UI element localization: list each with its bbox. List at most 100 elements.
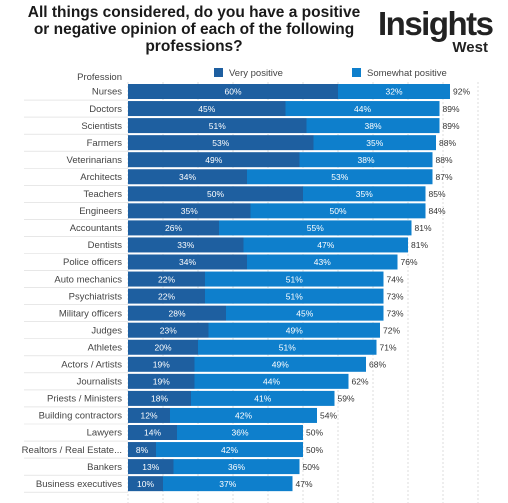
- total-label: 71%: [380, 342, 397, 352]
- total-label: 81%: [411, 240, 428, 250]
- bar-very-positive: [128, 135, 314, 151]
- category-label: Police officers: [63, 257, 122, 268]
- data-label: 53%: [331, 172, 348, 182]
- category-label: Architects: [80, 172, 122, 183]
- legend-swatch: [214, 68, 223, 77]
- data-label: 32%: [385, 87, 402, 97]
- chart-title: All things considered, do you have a pos…: [8, 4, 380, 55]
- category-label: Bankers: [87, 462, 122, 473]
- data-label: 23%: [160, 325, 177, 335]
- total-label: 87%: [436, 172, 453, 182]
- bar-somewhat-positive: [156, 442, 303, 458]
- bar-somewhat-positive: [247, 254, 398, 270]
- legend-swatch: [352, 68, 361, 77]
- category-label: Realtors / Real Estate...: [22, 445, 122, 456]
- total-label: 73%: [387, 291, 404, 301]
- bar-very-positive: [128, 118, 307, 134]
- data-label: 51%: [279, 342, 296, 352]
- title-line-1: All things considered, do you have a pos…: [27, 4, 361, 21]
- total-label: 68%: [369, 360, 386, 370]
- total-label: 92%: [453, 87, 470, 97]
- bar-very-positive: [128, 425, 177, 440]
- bar-somewhat-positive: [303, 186, 426, 202]
- data-label: 49%: [205, 155, 222, 165]
- data-label: 34%: [179, 257, 196, 267]
- bar-very-positive: [128, 339, 198, 355]
- data-label: 42%: [221, 445, 238, 455]
- bar-somewhat-positive: [285, 101, 440, 117]
- data-label: 47%: [317, 240, 334, 250]
- category-label: Auto mechanics: [54, 274, 122, 285]
- title-line-3: professions?: [145, 38, 243, 55]
- bar-very-positive: [128, 476, 163, 492]
- data-label: 35%: [356, 189, 373, 199]
- bar-very-positive: [128, 305, 226, 321]
- total-label: 50%: [303, 462, 320, 472]
- data-label: 38%: [357, 155, 374, 165]
- total-label: 72%: [383, 325, 400, 335]
- category-label: Dentists: [88, 240, 123, 251]
- data-label: 53%: [212, 138, 229, 148]
- data-label: 49%: [286, 325, 303, 335]
- insights-west-logo: Insights West: [378, 6, 498, 60]
- data-label: 45%: [296, 308, 313, 318]
- data-label: 51%: [209, 121, 226, 131]
- data-label: 18%: [151, 394, 168, 404]
- bar-somewhat-positive: [313, 135, 436, 151]
- total-label: 88%: [439, 138, 456, 148]
- total-label: 50%: [306, 428, 323, 438]
- data-label: 44%: [354, 104, 371, 114]
- bar-somewhat-positive: [170, 407, 317, 423]
- category-label: Scientists: [81, 121, 122, 132]
- bar-somewhat-positive: [194, 373, 349, 389]
- bar-very-positive: [128, 459, 174, 475]
- bar-somewhat-positive: [250, 203, 426, 219]
- bar-very-positive: [128, 373, 195, 389]
- bar-very-positive: [128, 356, 195, 372]
- data-label: 51%: [286, 291, 303, 301]
- data-label: 13%: [142, 462, 159, 472]
- data-label: 10%: [137, 479, 154, 489]
- total-label: 84%: [429, 206, 446, 216]
- total-label: 89%: [443, 121, 460, 131]
- bar-somewhat-positive: [226, 305, 384, 321]
- data-label: 41%: [254, 394, 271, 404]
- data-label: 19%: [153, 360, 170, 370]
- title-line-2: or negative opinion of each of the follo…: [33, 21, 355, 38]
- data-label: 49%: [272, 360, 289, 370]
- bar-somewhat-positive: [338, 84, 450, 99]
- bar-somewhat-positive: [247, 169, 433, 185]
- bar-very-positive: [128, 322, 209, 338]
- data-label: 37%: [219, 479, 236, 489]
- bar-somewhat-positive: [299, 152, 433, 168]
- bar-somewhat-positive: [205, 288, 384, 304]
- legend-label: Very positive: [229, 68, 283, 79]
- bar-somewhat-positive: [177, 425, 303, 440]
- total-label: 88%: [436, 155, 453, 165]
- data-label: 36%: [231, 428, 248, 438]
- total-label: 54%: [320, 411, 337, 421]
- data-label: 26%: [165, 223, 182, 233]
- bar-very-positive: [128, 220, 219, 236]
- bar-very-positive: [128, 390, 191, 406]
- total-label: 62%: [352, 377, 369, 387]
- data-label: 36%: [228, 462, 245, 472]
- data-label: 22%: [158, 291, 175, 301]
- category-label: Business executives: [36, 479, 122, 490]
- category-label: Doctors: [89, 104, 122, 115]
- total-label: 85%: [429, 189, 446, 199]
- bar-somewhat-positive: [194, 356, 366, 372]
- category-label: Nurses: [92, 87, 122, 98]
- bar-somewhat-positive: [198, 339, 377, 355]
- category-label: Teachers: [83, 189, 122, 200]
- data-label: 34%: [179, 172, 196, 182]
- data-label: 50%: [329, 206, 346, 216]
- bar-very-positive: [128, 237, 244, 253]
- category-label: Priests / Ministers: [47, 394, 122, 405]
- data-label: 45%: [198, 104, 215, 114]
- category-label: Farmers: [87, 138, 123, 149]
- data-label: 14%: [144, 428, 161, 438]
- bar-somewhat-positive: [219, 220, 412, 236]
- total-label: 73%: [387, 308, 404, 318]
- category-header: Profession: [77, 72, 122, 83]
